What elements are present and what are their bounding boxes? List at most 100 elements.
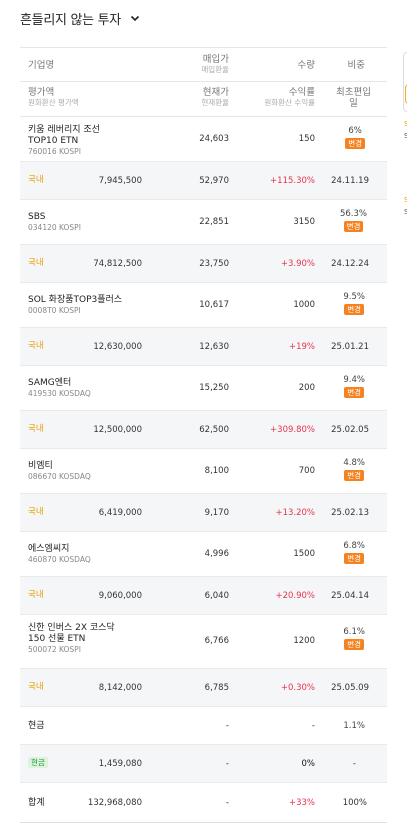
col-return-header: 수익률 원화환산 수익률 [264,87,315,107]
col-first-date-header: 최초편입 일 [336,87,371,109]
holding-row[interactable]: 에스엠씨지 460870 KOSDAQ 4,996 1500 6.8% 변경 [20,532,387,577]
holding-current-price: 62,500 [199,425,229,435]
holding-ratio: 9.4% 변경 [343,375,365,398]
holding-value: 9,060,000 [98,591,142,601]
holding-current-price: 23,750 [199,259,229,269]
holding-buy-price: 6,766 [204,636,229,646]
market-label: 국내 [28,175,44,185]
holding-buy-price: 10,617 [199,300,229,310]
holding-value: 8,142,000 [98,683,142,693]
holding-detail-row: 국내 7,945,500 52,970 +115.30% 24.11.19 [20,162,387,200]
holding-first-date: 25.02.05 [331,425,369,435]
market-label: 국내 [28,682,44,692]
holding-first-date: 25.02.13 [331,508,369,518]
holding-first-date: 25.01.21 [331,342,369,352]
cash-buy-price: - [225,721,229,731]
market-label: 국내 [28,424,44,434]
side-panel-edge: S S S S [401,0,407,834]
holding-return: +20.90% [275,591,315,601]
total-label: 합계 [28,798,45,808]
holding-return: +3.90% [280,259,315,269]
holding-ratio: 56.3% 변경 [339,209,367,232]
holding-value: 6,419,000 [98,508,142,518]
holding-row[interactable]: SAMG엔터 419530 KOSDAQ 15,250 200 9.4% 변경 [20,366,387,411]
change-badge[interactable]: 변경 [344,553,365,564]
change-badge[interactable]: 변경 [344,639,365,650]
total-ratio: 100% [342,798,367,808]
holding-first-date: 24.12.24 [331,259,369,269]
cash-value: 1,459,080 [98,759,142,769]
holding-row[interactable]: 비엠티 086670 KOSDAQ 8,100 700 4.8% 변경 [20,449,387,494]
holding-value: 12,630,000 [93,342,142,352]
cash-first-date: - [352,759,356,769]
cash-row[interactable]: 현금 - - 1.1% [20,707,387,745]
holding-value: 12,500,000 [93,425,142,435]
holding-row[interactable]: 신한 인버스 2X 코스닥 150 선물 ETN 500072 KOSPI 6,… [20,615,387,669]
holding-detail-row: 국내 9,060,000 6,040 +20.90% 25.04.14 [20,577,387,615]
market-label: 국내 [28,507,44,517]
total-row: 합계 132,968,080 - +33% 100% [20,783,387,823]
total-return: +33% [288,798,315,808]
holding-return: +19% [288,342,315,352]
holding-return: +309.80% [270,425,315,435]
change-badge[interactable]: 변경 [343,221,364,232]
portfolio-title: 흔들리지 않는 투자 [20,12,121,28]
holding-return: +115.30% [270,176,315,186]
holding-row[interactable]: 키움 레버리지 조선 TOP10 ETN 760016 KOSPI 24,603… [20,117,387,162]
holding-buy-price: 4,996 [204,549,229,559]
chevron-down-icon [130,15,140,22]
holding-first-date: 25.04.14 [331,591,369,601]
holding-name: SBS 034120 KOSPI [28,212,81,232]
holding-return: +0.30% [280,683,315,693]
holdings-table: 기업명 매입가 매입환율 수량 비중 평가액 원화환산 평가액 현재가 현재환율… [20,47,387,823]
table-header-row-1: 기업명 매입가 매입환율 수량 비중 [20,48,387,82]
holding-row[interactable]: SOL 화장품TOP3플러스 0008T0 KOSPI 10,617 1000 … [20,283,387,328]
col-cur-header: 현재가 현재환율 [201,87,229,107]
total-value: 132,968,080 [87,798,142,808]
change-badge[interactable]: 변경 [344,387,365,398]
holding-ratio: 9.5% 변경 [343,292,365,315]
holding-detail-row: 국내 12,500,000 62,500 +309.80% 25.02.05 [20,411,387,449]
side-marker: S [404,208,407,216]
side-card [403,52,407,112]
holding-detail-row: 국내 6,419,000 9,170 +13.20% 25.02.13 [20,494,387,532]
change-badge[interactable]: 변경 [345,138,365,149]
col-qty-header: 수량 [297,60,315,71]
side-marker: S [404,120,407,128]
holding-name: 에스엠씨지 460870 KOSDAQ [28,544,91,564]
holding-detail-row: 국내 74,812,500 23,750 +3.90% 24.12.24 [20,245,387,283]
holdings-rows: 키움 레버리지 조선 TOP10 ETN 760016 KOSPI 24,603… [20,117,387,707]
holding-current-price: 9,170 [204,508,229,518]
cash-tag-wrap: 현금 [28,757,48,769]
holding-first-date: 24.11.19 [331,176,369,186]
holding-return: +13.20% [275,508,315,518]
holding-name: SOL 화장품TOP3플러스 0008T0 KOSPI [28,295,123,315]
side-marker: S [404,132,407,140]
holding-buy-price: 24,603 [199,134,229,144]
holding-current-price: 6,785 [204,683,229,693]
holding-detail-row: 국내 12,630,000 12,630 +19% 25.01.21 [20,328,387,366]
holding-value: 7,945,500 [98,176,142,186]
holding-first-date: 25.05.09 [331,683,369,693]
cash-return: 0% [301,759,316,769]
holding-name: 키움 레버리지 조선 TOP10 ETN 760016 KOSPI [28,125,100,156]
side-marker: S [404,196,407,204]
holding-qty: 200 [298,383,315,393]
holding-buy-price: 8,100 [204,466,229,476]
portfolio-title-dropdown[interactable]: 흔들리지 않는 투자 [20,6,141,30]
holding-name: 신한 인버스 2X 코스닥 150 선물 ETN 500072 KOSPI [28,623,115,654]
holding-qty: 1500 [293,549,315,559]
holding-ratio: 6.1% 변경 [343,627,365,650]
market-label: 국내 [28,258,44,268]
holding-buy-price: 15,250 [199,383,229,393]
holding-current-price: 6,040 [204,591,229,601]
change-badge[interactable]: 변경 [344,470,365,481]
change-badge[interactable]: 변경 [344,304,365,315]
holding-row[interactable]: SBS 034120 KOSPI 22,851 3150 56.3% 변경 [20,200,387,245]
holding-value: 74,812,500 [93,259,142,269]
holding-name: 비엠티 086670 KOSDAQ [28,461,91,481]
holding-name: SAMG엔터 419530 KOSDAQ [28,378,91,398]
holding-qty: 1000 [293,300,315,310]
cash-qty: - [311,721,315,731]
holding-qty: 700 [298,466,315,476]
